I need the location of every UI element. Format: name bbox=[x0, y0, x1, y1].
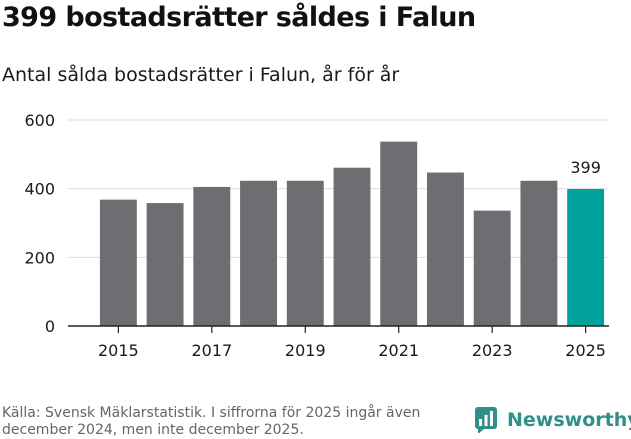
data-labels: 399 bbox=[570, 158, 601, 177]
x-tick-label: 2021 bbox=[378, 341, 419, 360]
y-tick-label: 600 bbox=[24, 111, 55, 130]
bar-2016 bbox=[146, 203, 184, 326]
y-tick-label: 0 bbox=[45, 317, 55, 336]
headline: 399 bostadsrätter såldes i Falun bbox=[2, 2, 476, 33]
x-tick-label: 2017 bbox=[191, 341, 232, 360]
bar-2021 bbox=[380, 141, 418, 326]
bar-2023 bbox=[473, 210, 511, 326]
y-axis-ticks: 0 200 400 600 bbox=[24, 111, 55, 336]
data-label-2025: 399 bbox=[570, 158, 601, 177]
bar-2019 bbox=[286, 180, 324, 326]
bars bbox=[99, 141, 605, 326]
source-note: Källa: Svensk Mäklarstatistik. I siffror… bbox=[2, 405, 421, 438]
brand-name: Newsworthy bbox=[507, 409, 631, 431]
bar-chart: 0 200 400 600 2015 2017 2019 2021 2023 2025 399 bbox=[24, 111, 609, 360]
bar-2017 bbox=[193, 186, 231, 326]
bar-2022 bbox=[426, 172, 464, 326]
bar-2025 bbox=[567, 189, 605, 326]
y-tick-label: 400 bbox=[24, 180, 55, 199]
brand-logo[interactable]: Newsworthy bbox=[475, 407, 631, 433]
x-axis-ticks: 2015 2017 2019 2021 2023 2025 bbox=[98, 326, 606, 360]
bar-2024 bbox=[520, 180, 558, 326]
chart-subtitle: Antal sålda bostadsrätter i Falun, år fö… bbox=[2, 64, 400, 86]
y-tick-label: 200 bbox=[24, 248, 55, 267]
newsworthy-logo-icon bbox=[475, 407, 497, 433]
bar-2020 bbox=[333, 167, 371, 326]
x-tick-label: 2025 bbox=[565, 341, 606, 360]
bar-2018 bbox=[240, 180, 278, 326]
x-tick-label: 2019 bbox=[285, 341, 326, 360]
x-tick-label: 2015 bbox=[98, 341, 139, 360]
bar-2015 bbox=[99, 199, 137, 326]
x-tick-label: 2023 bbox=[472, 341, 513, 360]
